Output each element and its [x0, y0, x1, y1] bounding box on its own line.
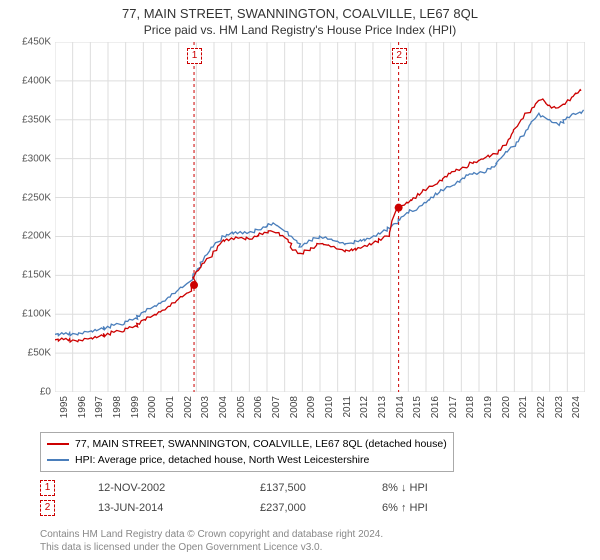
x-tick-label: 2012 [359, 396, 370, 436]
legend-row-series-2: HPI: Average price, detached house, Nort… [47, 452, 447, 468]
y-tick-label: £0 [1, 387, 51, 398]
sales-table: 1 12-NOV-2002£137,5008% ↓ HPI 2 13-JUN-2014… [40, 478, 504, 518]
x-tick-label: 2002 [183, 396, 194, 436]
x-tick-label: 2006 [253, 396, 264, 436]
sale-marker-badge: 1 [40, 480, 55, 496]
y-tick-label: £250K [1, 192, 51, 203]
x-tick-label: 2023 [554, 396, 565, 436]
footnote-line-1: Contains HM Land Registry data © Crown c… [40, 528, 383, 541]
sale-delta: 6% ↑ HPI [382, 502, 504, 514]
legend-swatch-1 [47, 443, 69, 445]
x-tick-label: 1996 [77, 396, 88, 436]
x-tick-label: 2003 [200, 396, 211, 436]
x-tick-label: 2008 [289, 396, 300, 436]
x-tick-label: 2013 [377, 396, 388, 436]
sale-marker-badge: 2 [40, 500, 55, 516]
chart-title: 77, MAIN STREET, SWANNINGTON, COALVILLE,… [0, 0, 600, 21]
x-tick-label: 2020 [501, 396, 512, 436]
x-tick-label: 2015 [412, 396, 423, 436]
x-tick-label: 2014 [395, 396, 406, 436]
x-tick-label: 2010 [324, 396, 335, 436]
y-tick-label: £450K [1, 37, 51, 48]
legend-swatch-2 [47, 459, 69, 461]
sale-row: 1 12-NOV-2002£137,5008% ↓ HPI [40, 478, 504, 498]
x-tick-label: 1998 [112, 396, 123, 436]
x-tick-label: 2004 [218, 396, 229, 436]
footnote-line-2: This data is licensed under the Open Gov… [40, 541, 383, 554]
x-tick-label: 1999 [130, 396, 141, 436]
marker-badge-1: 1 [187, 48, 202, 64]
y-tick-label: £200K [1, 231, 51, 242]
sale-price: £137,500 [260, 482, 382, 494]
y-tick-label: £100K [1, 309, 51, 320]
footnote: Contains HM Land Registry data © Crown c… [40, 528, 383, 554]
x-tick-label: 2000 [147, 396, 158, 436]
chart-container: 77, MAIN STREET, SWANNINGTON, COALVILLE,… [0, 0, 600, 560]
x-tick-label: 2018 [465, 396, 476, 436]
x-tick-label: 2001 [165, 396, 176, 436]
sale-row: 2 13-JUN-2014£237,0006% ↑ HPI [40, 498, 504, 518]
chart-subtitle: Price paid vs. HM Land Registry's House … [0, 21, 600, 41]
plot-area [55, 42, 585, 392]
x-tick-label: 2005 [236, 396, 247, 436]
legend-label-1: 77, MAIN STREET, SWANNINGTON, COALVILLE,… [75, 436, 447, 452]
y-tick-label: £400K [1, 75, 51, 86]
x-tick-label: 2021 [518, 396, 529, 436]
legend: 77, MAIN STREET, SWANNINGTON, COALVILLE,… [40, 432, 454, 472]
y-tick-label: £50K [1, 348, 51, 359]
x-tick-label: 2019 [483, 396, 494, 436]
x-tick-label: 2011 [342, 396, 353, 436]
x-tick-label: 2007 [271, 396, 282, 436]
sale-price: £237,000 [260, 502, 382, 514]
x-tick-label: 1997 [94, 396, 105, 436]
legend-row-series-1: 77, MAIN STREET, SWANNINGTON, COALVILLE,… [47, 436, 447, 452]
legend-label-2: HPI: Average price, detached house, Nort… [75, 452, 369, 468]
x-tick-label: 2024 [571, 396, 582, 436]
y-tick-label: £300K [1, 153, 51, 164]
y-tick-label: £150K [1, 270, 51, 281]
x-tick-label: 1995 [59, 396, 70, 436]
x-tick-label: 2017 [448, 396, 459, 436]
sale-date: 13-JUN-2014 [98, 502, 260, 514]
sale-date: 12-NOV-2002 [98, 482, 260, 494]
marker-badge-2: 2 [392, 48, 407, 64]
x-tick-label: 2016 [430, 396, 441, 436]
x-tick-label: 2022 [536, 396, 547, 436]
sale-delta: 8% ↓ HPI [382, 482, 504, 494]
y-tick-label: £350K [1, 114, 51, 125]
x-tick-label: 2009 [306, 396, 317, 436]
